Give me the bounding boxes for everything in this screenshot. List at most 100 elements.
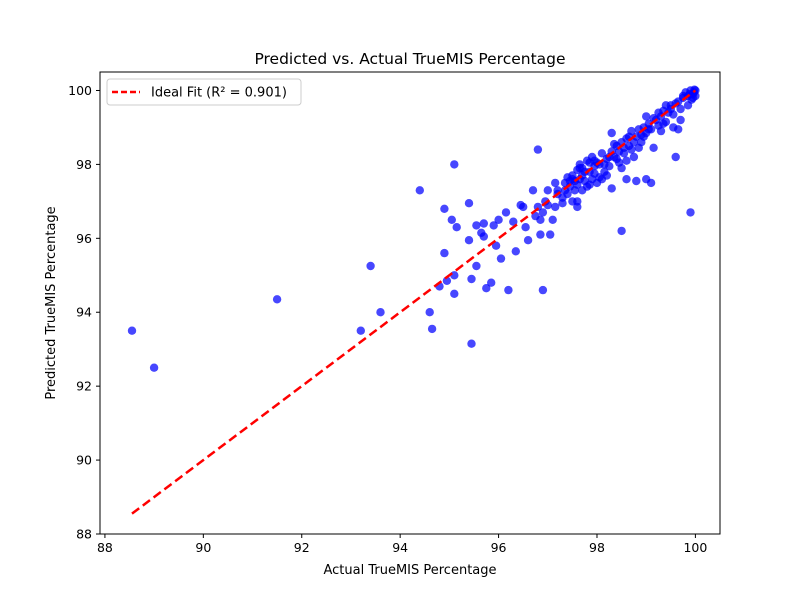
- data-point: [509, 217, 518, 226]
- data-point: [442, 276, 452, 285]
- x-axis-label: Actual TrueMIS Percentage: [323, 563, 496, 578]
- data-point: [614, 147, 624, 156]
- data-point: [548, 215, 557, 224]
- data-point: [617, 163, 626, 173]
- y-tick-label: 90: [76, 453, 92, 468]
- data-point: [646, 178, 656, 188]
- legend-box: [106, 78, 302, 106]
- data-point: [538, 208, 548, 217]
- plot-area: [127, 85, 700, 515]
- data-point: [597, 149, 607, 158]
- plot-frame: [99, 71, 721, 535]
- data-point: [479, 232, 488, 241]
- data-point: [425, 308, 434, 317]
- data-point: [496, 254, 506, 263]
- data-point: [523, 236, 533, 245]
- data-point: [627, 145, 636, 154]
- data-point: [610, 139, 619, 149]
- data-point: [629, 152, 639, 162]
- data-point: [504, 285, 513, 295]
- data-point: [415, 186, 424, 195]
- y-tick-label: 96: [76, 231, 92, 246]
- data-point: [531, 211, 540, 221]
- legend-label: Ideal Fit (R² = 0.901): [151, 86, 287, 101]
- chart-title: Predicted vs. Actual TrueMIS Percentage: [254, 50, 565, 68]
- data-point: [511, 247, 520, 256]
- data-point: [467, 339, 476, 348]
- data-point: [450, 160, 459, 169]
- x-tick-label: 92: [294, 540, 310, 555]
- data-point: [366, 261, 375, 271]
- data-point: [671, 152, 680, 162]
- data-point: [491, 241, 501, 250]
- data-point: [487, 278, 496, 287]
- data-point: [654, 108, 663, 117]
- y-tick-label: 92: [76, 379, 92, 394]
- data-point: [607, 184, 616, 193]
- data-point: [573, 180, 582, 189]
- y-axis-label: Predicted TrueMIS Percentage: [44, 206, 59, 399]
- data-point: [521, 223, 530, 232]
- y-tick-label: 98: [76, 157, 92, 172]
- data-point: [622, 156, 631, 165]
- data-point: [356, 326, 365, 335]
- data-point: [639, 132, 648, 141]
- data-point: [688, 93, 698, 103]
- data-point: [479, 219, 488, 228]
- data-point: [447, 215, 456, 224]
- data-point: [501, 208, 511, 217]
- data-point: [686, 208, 695, 217]
- data-point: [642, 112, 651, 121]
- data-point: [622, 175, 631, 184]
- data-point: [629, 138, 639, 147]
- x-tick-label: 94: [392, 540, 408, 555]
- data-point: [617, 226, 626, 236]
- data-point: [585, 158, 594, 167]
- x-tick-label: 96: [491, 540, 507, 555]
- y-tick-label: 100: [68, 83, 92, 98]
- data-point: [649, 143, 658, 152]
- data-point: [578, 163, 587, 173]
- data-point: [427, 324, 437, 334]
- data-point: [676, 115, 685, 125]
- data-point: [600, 160, 609, 169]
- data-point: [578, 186, 587, 195]
- data-point: [482, 284, 491, 293]
- data-point: [551, 178, 560, 188]
- x-tick-label: 100: [683, 540, 707, 555]
- x-tick-label: 98: [589, 540, 605, 555]
- data-point: [472, 261, 481, 271]
- data-point: [558, 199, 567, 208]
- data-point: [467, 274, 476, 284]
- data-point: [440, 204, 449, 213]
- data-point: [587, 175, 597, 184]
- data-point: [440, 248, 449, 258]
- data-point: [597, 175, 607, 184]
- data-point: [533, 145, 543, 154]
- data-point: [644, 125, 653, 134]
- data-point: [376, 308, 385, 317]
- data-point: [661, 117, 671, 127]
- data-point: [494, 215, 503, 224]
- y-tick-label: 94: [76, 305, 92, 320]
- x-axis: 88 90 92 94 96 98 100: [97, 534, 707, 555]
- data-point: [634, 143, 643, 152]
- data-point: [683, 101, 693, 110]
- data-point: [546, 230, 555, 239]
- x-tick-label: 88: [97, 540, 113, 555]
- ideal-fit-line: [131, 89, 697, 515]
- data-point: [656, 126, 666, 136]
- data-point: [632, 176, 641, 186]
- data-point: [452, 223, 461, 232]
- data-point: [568, 197, 577, 206]
- data-point: [472, 221, 481, 230]
- data-point: [543, 186, 552, 195]
- data-point: [450, 289, 459, 298]
- data-point: [464, 199, 474, 208]
- data-point: [536, 230, 545, 239]
- data-point: [676, 104, 685, 114]
- data-point: [669, 110, 678, 119]
- data-point: [538, 285, 548, 295]
- legend: Ideal Fit (R² = 0.901): [106, 78, 302, 106]
